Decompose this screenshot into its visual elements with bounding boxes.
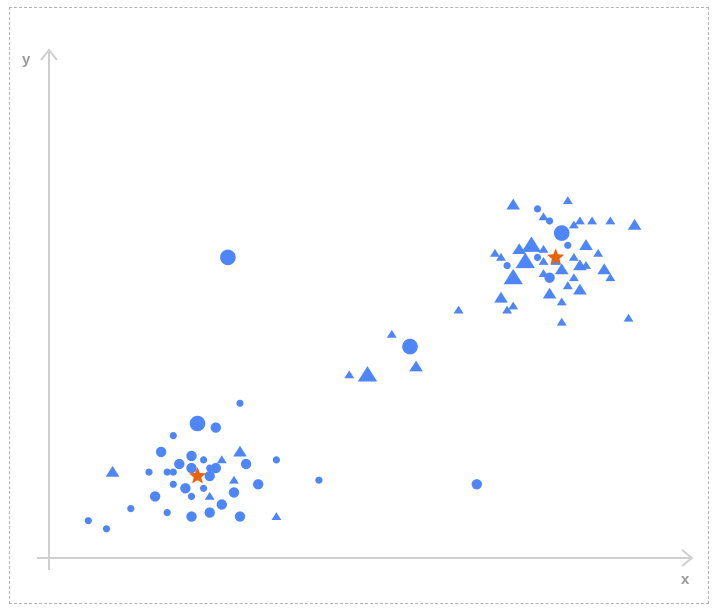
- data-point-triangle-53: [453, 305, 464, 314]
- data-point-triangle-84: [508, 301, 519, 310]
- data-point-circle-1: [220, 249, 236, 266]
- data-point-circle-24: [228, 487, 240, 498]
- data-point-triangle-76: [538, 269, 549, 277]
- data-point-triangle-57: [568, 220, 579, 229]
- data-point-triangle-88: [623, 313, 634, 322]
- data-point-circle-26: [187, 492, 196, 500]
- data-point-triangle-83: [494, 291, 508, 303]
- data-point-circle-29: [163, 508, 171, 517]
- data-point-circle-40: [503, 262, 511, 270]
- data-point-circle-7: [155, 446, 167, 458]
- centroid-star-icon-1: [547, 248, 565, 265]
- data-point-circle-8: [186, 450, 197, 462]
- data-point-triangle-66: [579, 239, 593, 250]
- data-point-triangle-64: [490, 248, 500, 257]
- data-point-circle-39: [533, 253, 542, 261]
- data-point-triangle-68: [538, 244, 549, 253]
- data-point-circle-4: [236, 399, 244, 407]
- data-point-circle-12: [169, 468, 177, 476]
- data-point-triangle-86: [502, 305, 513, 314]
- data-point-triangle-71: [538, 257, 549, 265]
- centroid-markers: [189, 248, 565, 484]
- data-point-circle-28: [127, 505, 135, 513]
- data-point-circle-17: [240, 458, 252, 470]
- data-point-triangle-54: [506, 198, 520, 210]
- data-point-triangle-45: [105, 465, 120, 477]
- data-point-triangle-77: [568, 273, 579, 282]
- x-axis-label: x: [681, 571, 690, 588]
- data-point-circle-34: [102, 525, 111, 533]
- data-point-triangle-85: [542, 287, 557, 299]
- data-point-circle-16: [210, 462, 221, 474]
- data-point-circle-38: [564, 241, 572, 249]
- data-point-triangle-62: [521, 236, 542, 252]
- data-point-triangle-49: [386, 329, 397, 338]
- data-point-triangle-61: [627, 218, 642, 230]
- data-point-circle-25: [149, 491, 161, 502]
- data-point-circle-10: [174, 458, 185, 470]
- data-point-triangle-70: [515, 252, 535, 269]
- data-point-circle-13: [163, 468, 171, 476]
- data-point-triangle-58: [575, 216, 585, 225]
- data-point-circle-33: [84, 517, 92, 525]
- data-point-triangle-46: [229, 475, 239, 484]
- data-point-triangle-87: [556, 297, 567, 306]
- data-point-triangle-56: [562, 196, 573, 205]
- data-point-triangle-48: [271, 512, 282, 520]
- data-point-triangle-43: [233, 445, 247, 457]
- data-point-circle-19: [204, 470, 215, 482]
- data-point-circle-11: [186, 462, 197, 474]
- data-point-triangle-75: [554, 263, 569, 275]
- data-point-circle-27: [216, 499, 227, 510]
- data-point-triangle-67: [593, 248, 604, 257]
- data-point-triangle-82: [573, 283, 587, 295]
- data-point-triangle-60: [605, 216, 616, 225]
- chart-frame: [9, 7, 709, 604]
- data-point-triangle-74: [581, 261, 591, 269]
- data-point-circle-2: [402, 338, 418, 355]
- x-axis-arrow-icon: [681, 549, 694, 567]
- data-point-triangle-63: [512, 243, 527, 254]
- y-axis-arrow-icon: [40, 48, 58, 61]
- y-axis-label: y: [22, 51, 31, 68]
- data-point-triangle-79: [605, 273, 616, 282]
- data-point-triangle-59: [587, 216, 597, 225]
- data-point-triangle-52: [409, 360, 423, 372]
- data-point-circle-3: [553, 225, 570, 241]
- data-point-triangle-65: [496, 252, 506, 261]
- data-point-circle-18: [272, 456, 280, 464]
- data-point-triangle-44: [216, 455, 227, 464]
- data-point-circle-37: [533, 205, 542, 213]
- data-point-triangle-47: [204, 491, 215, 500]
- data-point-triangle-89: [556, 317, 567, 326]
- data-point-triangle-55: [538, 212, 549, 221]
- centroid-star-icon-0: [189, 467, 207, 484]
- data-point-circle-14: [145, 468, 153, 476]
- data-point-circle-35: [315, 476, 323, 484]
- data-point-triangle-80: [503, 268, 523, 285]
- data-point-triangle-69: [568, 252, 579, 261]
- data-point-circle-5: [210, 422, 221, 433]
- data-point-circle-23: [200, 484, 208, 492]
- data-point-circle-31: [204, 507, 215, 518]
- axes: y x: [22, 48, 694, 588]
- data-point-circle-21: [253, 479, 264, 490]
- data-point-triangle-51: [357, 366, 378, 382]
- data-point-triangle-50: [344, 370, 355, 379]
- data-point-circle-32: [234, 511, 246, 522]
- data-point-circle-22: [180, 483, 191, 494]
- data-point-triangle-78: [597, 263, 612, 275]
- data-points: [84, 196, 642, 533]
- data-point-circle-36: [471, 479, 482, 490]
- data-point-circle-20: [169, 480, 177, 488]
- data-point-circle-0: [189, 415, 206, 432]
- data-point-triangle-81: [562, 281, 573, 290]
- data-point-circle-6: [169, 432, 177, 440]
- data-point-circle-9: [200, 456, 208, 464]
- data-point-circle-30: [186, 511, 197, 522]
